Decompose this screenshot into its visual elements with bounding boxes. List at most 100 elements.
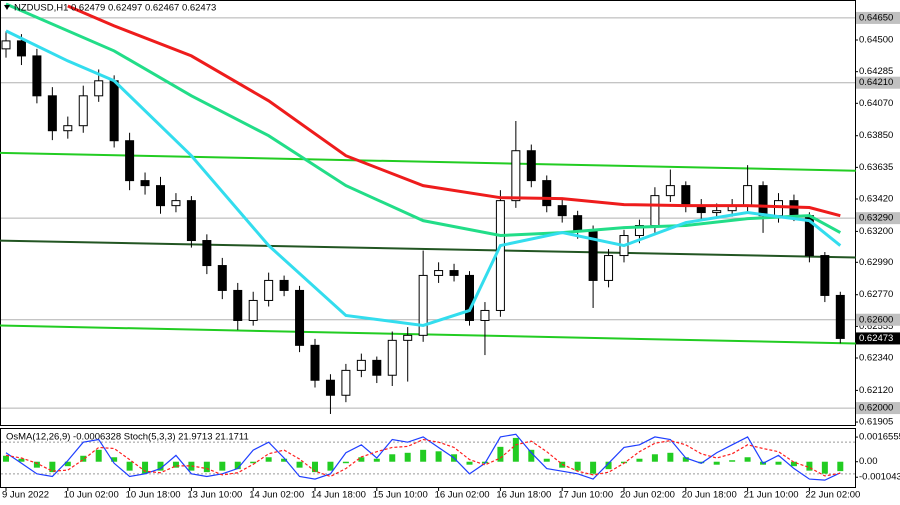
osma-bar [203, 461, 210, 473]
candle-body [94, 80, 104, 97]
osma-bar [837, 461, 844, 472]
x-tick-label: 22 Jun 02:00 [805, 490, 860, 501]
osma-bar [420, 449, 427, 462]
osma-bar [435, 451, 442, 462]
candle-body [820, 255, 830, 296]
osma-bar [265, 457, 272, 462]
osma-bar [49, 461, 56, 473]
x-tick-label: 10 Jun 18:00 [126, 490, 181, 501]
osma-bar [806, 461, 813, 471]
y-tick-label: 0.62340 [859, 353, 893, 364]
osma-bar [528, 449, 535, 462]
trendline [0, 151, 856, 172]
osma-bar [590, 461, 597, 474]
plot-layer [0, 2, 856, 414]
y-tick-label: 0.00 [859, 456, 878, 467]
candle-body [604, 255, 614, 281]
osma-bar [250, 461, 257, 464]
candle-body [681, 185, 691, 207]
osma-bar [18, 458, 25, 462]
osma-bar [219, 461, 226, 471]
candle-body [125, 140, 135, 182]
osma-bar [698, 461, 705, 464]
osma-bar [512, 437, 519, 462]
osma-bar [33, 461, 40, 468]
candle-body [743, 185, 753, 207]
osma-bar [605, 461, 612, 470]
osma-bar [234, 461, 241, 470]
candle-body [557, 205, 567, 217]
x-tick-label: 16 Jun 02:00 [435, 490, 490, 501]
osma-bar [682, 457, 689, 462]
menu-arrow [4, 5, 10, 10]
osma-bar [3, 455, 9, 462]
candle-body [16, 40, 26, 57]
level-label: 0.63290 [859, 213, 893, 224]
candle-body [356, 359, 366, 371]
y-tick-label: 0.62555 [859, 321, 893, 332]
osma-bar [713, 461, 720, 465]
y-tick-label: 0.63200 [859, 226, 893, 237]
y-tick-label: 0.64070 [859, 98, 893, 109]
osma-bar [636, 458, 643, 462]
osma-bar [775, 461, 782, 465]
osma-bar [389, 454, 396, 462]
oscillator-title: OsMA(12,26,9) -0.0006328 Stoch(5,3,3) 21… [6, 432, 249, 443]
chart-title: NZDUSD,H1 0.62479 0.62497 0.62467 0.6247… [14, 3, 216, 14]
x-tick-label: 10 Jun 02:00 [64, 490, 119, 501]
candle-body [526, 150, 536, 182]
candle-body [264, 279, 274, 301]
osma-bar [172, 461, 179, 468]
candle-body [634, 225, 644, 237]
osma-bar [621, 461, 627, 464]
oscillator-panel [0, 428, 856, 488]
osma-bar [497, 446, 504, 462]
candle-body [650, 195, 660, 227]
candle-body [403, 334, 413, 341]
moving-average [5, 2, 842, 238]
osma-bar [821, 461, 828, 474]
candle-body [109, 80, 119, 142]
level-label: 0.62000 [859, 403, 893, 414]
candle-body [217, 265, 227, 291]
candle-body [140, 180, 150, 187]
osma-bar [574, 461, 581, 471]
candle-body [279, 279, 289, 291]
osma-bar [667, 452, 674, 462]
candle-body [295, 289, 305, 346]
candle-body [573, 215, 583, 232]
candle-body [233, 289, 243, 321]
x-tick-label: 13 Jun 10:00 [187, 490, 242, 501]
candle-body [542, 180, 552, 207]
level-label-bg [856, 313, 900, 326]
last-price-label: 0.62473 [859, 333, 893, 344]
y-tick-label: 0.62120 [859, 385, 893, 396]
osma-bar [744, 457, 751, 462]
osma-bar [281, 458, 288, 462]
osma-bar [543, 458, 550, 462]
candle-body [202, 240, 212, 267]
level-label: 0.64650 [859, 12, 893, 23]
level-label: 0.64210 [859, 77, 893, 88]
x-tick-label: 15 Jun 10:00 [373, 490, 428, 501]
candle-body [665, 185, 675, 197]
y-tick-label: 0.63635 [859, 162, 893, 173]
stochastic-line [5, 433, 841, 481]
candle-body [495, 200, 505, 311]
candle-body [465, 274, 474, 321]
osma-bar [312, 461, 318, 473]
osma-bar [358, 457, 365, 462]
x-tick-label: 14 Jun 18:00 [311, 490, 366, 501]
osma-bar [157, 461, 164, 471]
x-tick-label: 9 Jun 2022 [2, 490, 49, 501]
x-tick-label: 17 Jun 10:00 [558, 490, 613, 501]
y-tick-label: 0.62990 [859, 257, 893, 268]
level-label-bg [856, 402, 900, 415]
x-tick-label: 20 Jun 02:00 [620, 490, 675, 501]
x-tick-label: 16 Jun 18:00 [496, 490, 551, 501]
osma-bar [342, 461, 349, 464]
osma-bar [373, 458, 380, 462]
candle-body [387, 339, 397, 376]
osma-bar [80, 455, 87, 462]
